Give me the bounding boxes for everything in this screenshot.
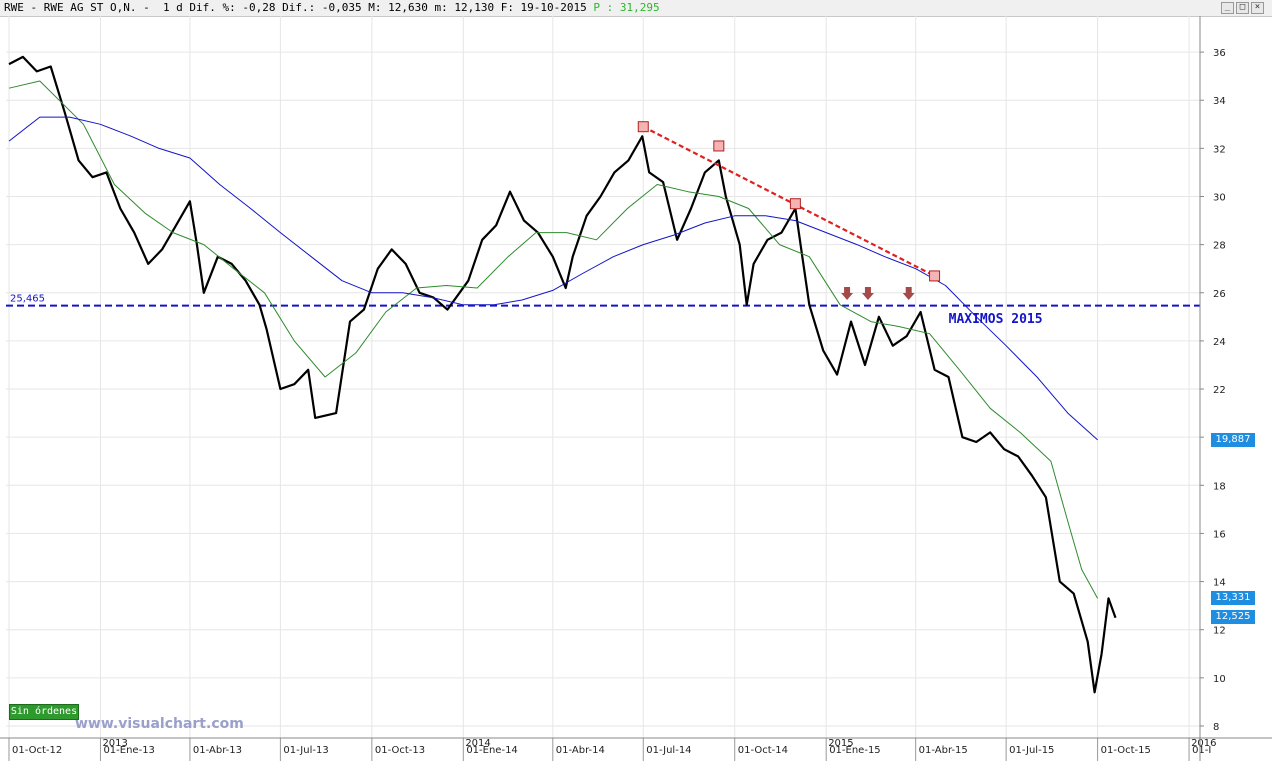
y-tick-label: 30 — [1213, 193, 1226, 204]
down-arrow-marker — [861, 286, 874, 300]
x-tick-label: 01-Abr-15 — [919, 745, 968, 756]
x-tick-label: 01-Jul-13 — [283, 745, 328, 756]
y-tick-label: 10 — [1213, 674, 1226, 685]
moving-average-line-2 — [8, 116, 1098, 441]
price-label: 12,525 — [1211, 610, 1255, 625]
moving-average-line-1 — [8, 80, 1099, 599]
x-tick-label: 01-Abr-13 — [193, 745, 242, 756]
price-label: 19,887 — [1211, 432, 1255, 447]
minimize-button[interactable]: _ — [1221, 2, 1234, 14]
orders-status-badge[interactable]: Sin órdenes — [9, 704, 79, 720]
chart-axes: 8101214161820222426283032343601-Oct-1201… — [0, 16, 1272, 761]
y-tick-label: 18 — [1213, 481, 1226, 492]
close-button[interactable]: × — [1251, 2, 1264, 14]
instrument-info: RWE - RWE AG ST O,N. - 1 d Dif. %: -0,28… — [4, 1, 660, 14]
trendline — [642, 125, 936, 277]
maximos-annotation: MAXIMOS 2015 — [949, 312, 1043, 327]
year-label: 2014 — [465, 738, 490, 749]
y-tick-label: 24 — [1213, 337, 1226, 348]
price-p-value: P : 31,295 — [593, 1, 660, 14]
x-tick-label: 01-I — [1192, 745, 1211, 756]
price-line — [8, 55, 1117, 694]
x-tick-label: 01-Oct-14 — [738, 745, 788, 756]
maximos-level: 25,465 — [6, 294, 1200, 307]
y-tick-label: 34 — [1213, 96, 1226, 107]
resistance-marker — [637, 121, 649, 133]
y-tick-label: 26 — [1213, 289, 1226, 300]
resistance-marker — [929, 270, 941, 282]
price-label: 13,331 — [1211, 590, 1255, 605]
x-tick-label: 01-Jul-14 — [646, 745, 691, 756]
x-tick-label: 01-Ene-15 — [829, 745, 880, 756]
x-tick-label: 01-Ene-14 — [466, 745, 517, 756]
x-tick-label: 01-Abr-14 — [556, 745, 605, 756]
down-arrow-marker — [902, 286, 915, 300]
maximize-button[interactable]: □ — [1236, 2, 1249, 14]
x-tick-label: 01-Oct-13 — [375, 745, 425, 756]
y-tick-label: 32 — [1213, 144, 1226, 155]
y-tick-label: 36 — [1213, 48, 1226, 59]
horizontal-level-label: 25,465 — [10, 294, 45, 305]
x-tick-label: 01-Ene-13 — [103, 745, 154, 756]
chart-grid — [6, 16, 1200, 738]
watermark: www.visualchart.com — [75, 716, 244, 732]
stock-chart[interactable]: 25,465 MAXIMOS 2015 81012141618202224262… — [0, 16, 1272, 761]
x-tick-label: 01-Oct-12 — [12, 745, 62, 756]
y-tick-label: 22 — [1213, 385, 1226, 396]
down-arrow-marker — [841, 286, 854, 300]
x-tick-label: 01-Oct-15 — [1101, 745, 1151, 756]
y-tick-label: 12 — [1213, 626, 1226, 637]
x-tick-label: 01-Jul-15 — [1009, 745, 1054, 756]
year-label: 2015 — [828, 738, 853, 749]
year-label: 2013 — [102, 738, 127, 749]
instrument-summary: RWE - RWE AG ST O,N. - 1 d Dif. %: -0,28… — [4, 1, 594, 14]
resistance-marker — [789, 198, 801, 210]
y-tick-label: 16 — [1213, 529, 1226, 540]
year-label: 2016 — [1191, 738, 1216, 749]
resistance-trendline — [642, 125, 936, 277]
y-tick-label: 28 — [1213, 241, 1226, 252]
chart-header: RWE - RWE AG ST O,N. - 1 d Dif. %: -0,28… — [0, 0, 1272, 17]
y-tick-label: 14 — [1213, 578, 1226, 589]
y-tick-label: 8 — [1213, 722, 1219, 733]
chart-series — [8, 55, 1117, 694]
resistance-marker — [713, 140, 725, 152]
chart-markers: MAXIMOS 2015 — [637, 121, 1043, 327]
